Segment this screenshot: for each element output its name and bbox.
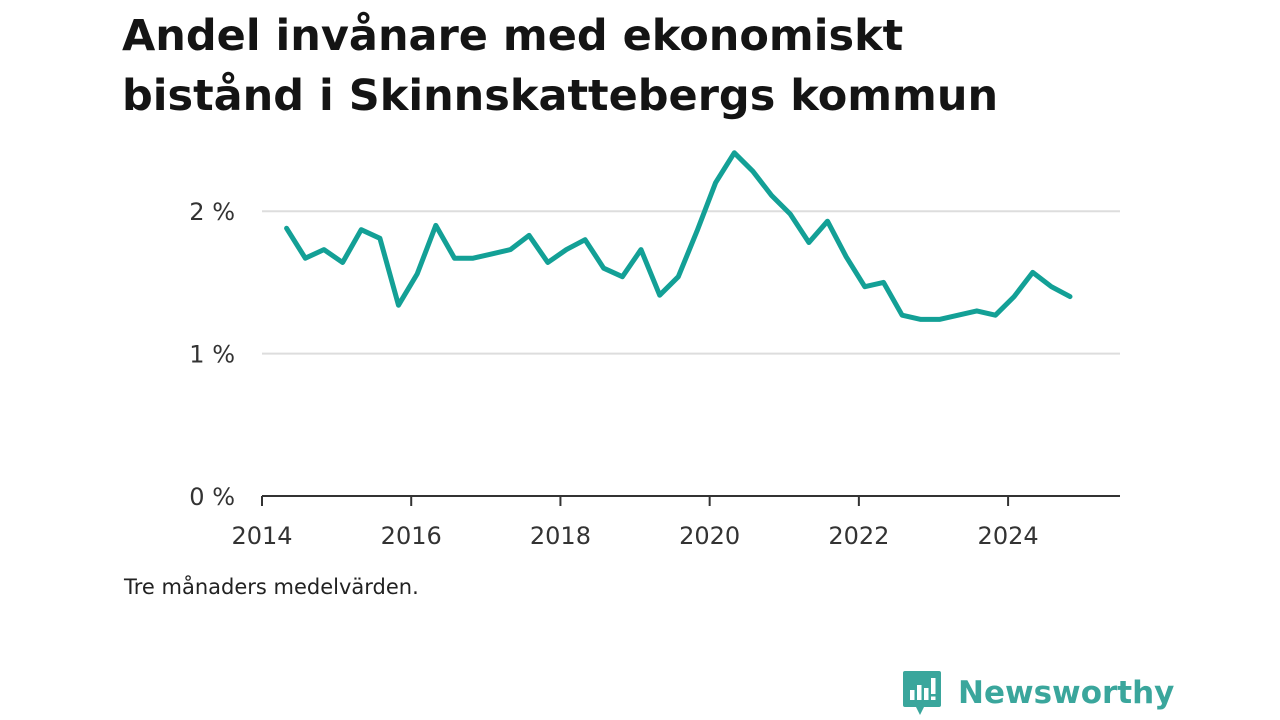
x-tick-label-2016: 2016 (381, 522, 442, 550)
series-line-0 (284, 150, 1073, 322)
brand-name: Newsworthy (958, 675, 1175, 711)
newsworthy-logo-icon (903, 671, 941, 715)
y-tick-label-2: 2 % (189, 198, 235, 226)
x-tick-label-2014: 2014 (231, 522, 292, 550)
chart-footnote: Tre månaders medelvärden. (124, 575, 419, 599)
y-tick-label-0: 0 % (189, 483, 235, 511)
chart-title-line-1: Andel invånare med ekonomiskt (122, 11, 904, 61)
y-tick-label-1: 1 % (189, 341, 235, 369)
x-tick-label-2020: 2020 (679, 522, 740, 550)
x-tick-label-2018: 2018 (530, 522, 591, 550)
chart-title-line-2: bistånd i Skinnskattebergs kommun (122, 71, 999, 121)
brand-logo[interactable]: Newsworthy (902, 668, 1174, 718)
x-tick-label-2022: 2022 (828, 522, 889, 550)
chart-title: Andel invånare med ekonomiskt bistånd i … (122, 6, 1172, 126)
line-chart: 0 % 1 % 2 % 2014 2016 2018 2020 2022 2024 (189, 150, 1120, 550)
x-tick-label-2024: 2024 (978, 522, 1039, 550)
